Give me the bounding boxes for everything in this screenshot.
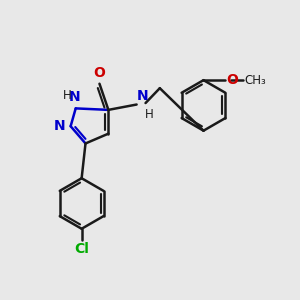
Text: N: N: [54, 119, 65, 133]
Text: Cl: Cl: [74, 242, 89, 256]
Text: N: N: [68, 90, 80, 104]
Text: N: N: [137, 89, 149, 103]
Text: O: O: [94, 66, 105, 80]
Text: CH₃: CH₃: [245, 74, 267, 87]
Text: H: H: [145, 108, 154, 121]
Text: O: O: [226, 73, 238, 87]
Text: H: H: [63, 89, 72, 102]
